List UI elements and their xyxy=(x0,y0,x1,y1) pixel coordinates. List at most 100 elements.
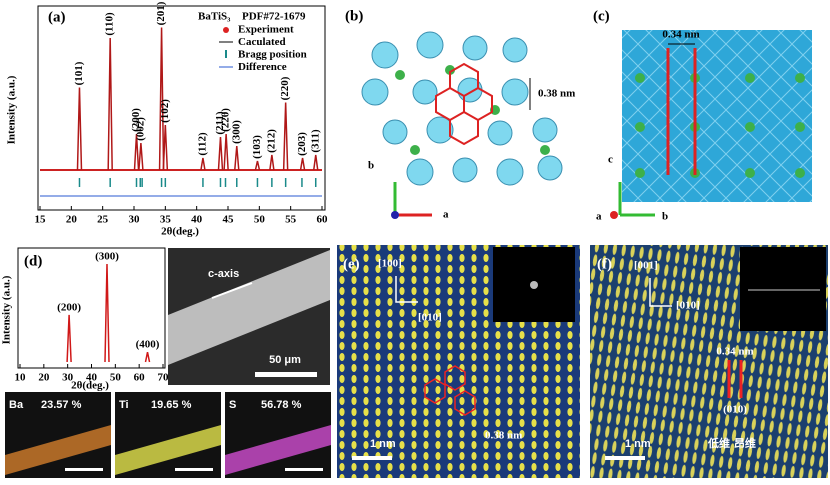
scale-bar xyxy=(285,468,323,471)
axis-label: c xyxy=(608,154,613,166)
legend-label: Bragg position xyxy=(238,49,307,61)
x-tick-label: 40 xyxy=(191,214,203,226)
x-tick-label: 15 xyxy=(35,214,47,226)
peak-label: (200) xyxy=(57,301,81,313)
peak xyxy=(234,145,240,171)
peak-label: (212) xyxy=(265,129,277,153)
peak-label: (201) xyxy=(155,1,167,25)
panel-label: (c) xyxy=(593,8,610,24)
direction: [001] xyxy=(634,260,658,272)
x-tick-label: 20 xyxy=(66,214,78,226)
fft-spot xyxy=(530,281,538,289)
x-tick-label: 50 xyxy=(110,372,122,384)
x-tick-label: 30 xyxy=(62,372,74,384)
panel-label: (d) xyxy=(24,253,42,269)
direction: c-axis xyxy=(208,268,239,280)
scale-label: 50 μm xyxy=(269,354,301,366)
x-tick-label: 10 xyxy=(15,372,27,384)
peak xyxy=(104,263,110,363)
peak-label: (102) xyxy=(159,99,171,123)
direction-arrows xyxy=(395,276,418,303)
distance: 0.34 nm xyxy=(662,29,699,41)
x-tick-label: 50 xyxy=(254,214,266,226)
x-label: 2θ(deg.) xyxy=(71,380,109,392)
distance: 0.38 nm xyxy=(538,88,575,100)
direction: [010] xyxy=(676,300,700,312)
scale-bar xyxy=(605,456,645,460)
peak-label: (103) xyxy=(251,135,263,159)
panel-label: (f) xyxy=(597,256,612,272)
peak-label: (300) xyxy=(95,251,119,263)
axis-label: a xyxy=(596,211,602,223)
peak-label: (300) xyxy=(230,120,242,144)
percent: 23.57 % xyxy=(41,399,82,411)
panel-label: (a) xyxy=(48,9,66,25)
peak xyxy=(254,160,261,171)
eds-wire xyxy=(5,425,111,475)
fft-inset xyxy=(740,247,826,331)
element: Ti xyxy=(119,399,129,411)
peak xyxy=(299,157,306,171)
panel-label: (e) xyxy=(343,256,360,272)
crystal-structure xyxy=(622,30,812,202)
peak xyxy=(312,154,319,171)
crystal-structure xyxy=(361,31,563,186)
legend-label: Experiment xyxy=(238,24,294,36)
nanowire xyxy=(168,250,330,365)
x-label: 2θ(deg.) xyxy=(161,226,199,238)
peak xyxy=(144,352,151,363)
x-tick-label: 20 xyxy=(38,372,50,384)
pdf-card: PDF#72-1679 xyxy=(242,11,306,23)
peak xyxy=(138,142,144,171)
hexagons xyxy=(424,365,476,416)
scale-bar xyxy=(255,372,317,377)
x-tick-label: 60 xyxy=(317,214,329,226)
atoms xyxy=(635,73,805,178)
formula: BaTiS₃ xyxy=(198,11,231,23)
peak-label: (220) xyxy=(220,108,232,132)
legend-label: Caculated xyxy=(238,36,286,48)
direction-arrows xyxy=(649,278,672,307)
y-label: Intensity (a.u.) xyxy=(6,75,18,144)
peak xyxy=(223,133,229,171)
axis-origin xyxy=(391,211,399,219)
peak-label: (311) xyxy=(309,129,321,153)
plane: (010) xyxy=(723,404,747,416)
distance: 0.34 nm xyxy=(716,346,753,358)
peak xyxy=(158,27,165,171)
peak xyxy=(107,37,113,171)
scale-bar xyxy=(65,468,103,471)
peak-label: (110) xyxy=(104,12,116,36)
x-tick-label: 40 xyxy=(86,372,98,384)
element: S xyxy=(229,399,236,411)
peak xyxy=(217,136,224,171)
watermark: 低维 昂维 xyxy=(707,436,756,450)
direction: [010] xyxy=(418,312,442,324)
peak-label: (112) xyxy=(196,132,208,156)
peak-label: (200) xyxy=(130,108,142,132)
scale-bar xyxy=(352,456,392,460)
scale-label: 1 nm xyxy=(370,438,396,450)
distance: 0.38 nm xyxy=(485,430,522,442)
x-tick-label: 45 xyxy=(223,214,235,226)
arrow xyxy=(211,282,253,299)
y-label: Intensity (a.u.) xyxy=(1,275,13,344)
legend-marker xyxy=(223,27,229,33)
peak-label: (002) xyxy=(134,117,146,141)
x-tick-label: 70 xyxy=(158,372,170,384)
percent: 56.78 % xyxy=(261,399,302,411)
peak-label: (203) xyxy=(296,132,308,156)
scale-label: 1 nm xyxy=(625,438,651,450)
axis-label: a xyxy=(443,209,449,221)
peak xyxy=(162,124,169,171)
peak xyxy=(200,157,206,171)
axis-origin xyxy=(610,211,618,219)
axis-label: b xyxy=(368,160,374,172)
peak xyxy=(133,133,140,171)
peak xyxy=(282,102,289,171)
peak-label: (220) xyxy=(279,76,291,100)
x-tick-label: 25 xyxy=(97,214,109,226)
peak xyxy=(76,87,83,171)
eds-wire xyxy=(115,425,221,475)
